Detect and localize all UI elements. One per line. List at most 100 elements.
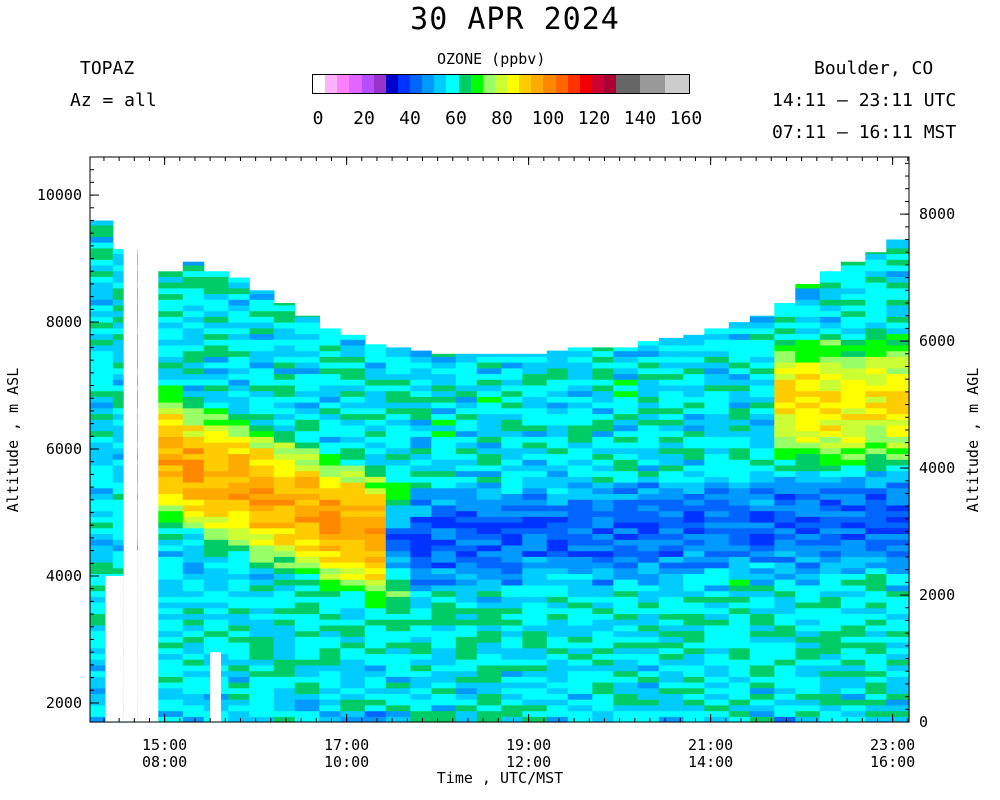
heatmap-cell bbox=[385, 356, 411, 363]
heatmap-cell bbox=[90, 516, 114, 523]
heatmap-cell bbox=[273, 476, 296, 483]
heatmap-cell bbox=[319, 670, 341, 677]
heatmap-cell bbox=[592, 362, 614, 369]
heatmap-cell bbox=[340, 676, 366, 683]
heatmap-cell bbox=[385, 487, 411, 494]
heatmap-cell bbox=[774, 630, 796, 637]
heatmap-cell bbox=[410, 362, 432, 369]
heatmap-cell bbox=[431, 436, 457, 443]
heatmap-cell bbox=[294, 436, 320, 443]
x-tick-label-mst: 16:00 bbox=[870, 753, 915, 771]
colorbar-title: OZONE (ppbv) bbox=[437, 50, 546, 68]
heatmap-cell bbox=[319, 487, 341, 494]
heatmap-cell bbox=[749, 693, 775, 700]
heatmap-cell bbox=[522, 636, 548, 643]
heatmap-cell bbox=[774, 579, 796, 586]
heatmap-cell bbox=[249, 384, 275, 392]
heatmap-cell bbox=[795, 442, 821, 449]
heatmap-cell bbox=[385, 562, 411, 569]
heatmap-cell bbox=[273, 482, 296, 489]
heatmap-cell bbox=[567, 716, 593, 723]
heatmap-cell bbox=[840, 619, 866, 626]
heatmap-cell bbox=[501, 653, 523, 660]
colorbar-tick-label: 80 bbox=[491, 108, 513, 129]
heatmap-cell bbox=[774, 704, 796, 712]
heatmap-cell bbox=[704, 436, 730, 443]
heatmap-cell bbox=[865, 544, 887, 552]
heatmap-cell bbox=[886, 522, 910, 529]
heatmap-cell bbox=[476, 476, 502, 483]
heatmap-cell bbox=[704, 407, 730, 415]
heatmap-cell bbox=[501, 624, 523, 632]
heatmap-cell bbox=[795, 562, 821, 569]
heatmap-cell bbox=[90, 384, 114, 392]
heatmap-cell bbox=[795, 339, 821, 346]
heatmap-cell bbox=[158, 350, 184, 357]
heatmap-cell bbox=[749, 682, 775, 689]
heatmap-cell bbox=[728, 579, 751, 586]
heatmap-cell bbox=[683, 556, 705, 563]
heatmap-cell bbox=[795, 436, 821, 443]
heatmap-cell bbox=[658, 607, 684, 614]
heatmap-cell bbox=[774, 350, 796, 357]
heatmap-cell bbox=[704, 550, 730, 557]
heatmap-cell bbox=[658, 384, 684, 392]
heatmap-cell bbox=[886, 316, 910, 323]
heatmap-cell bbox=[522, 550, 548, 557]
heatmap-cell bbox=[637, 493, 660, 500]
heatmap-cell bbox=[658, 510, 684, 517]
heatmap-cell bbox=[728, 664, 751, 672]
heatmap-cell bbox=[592, 504, 614, 512]
heatmap-cell bbox=[158, 596, 184, 603]
heatmap-cell bbox=[385, 573, 411, 580]
heatmap-cell bbox=[340, 647, 366, 654]
heatmap-cell bbox=[592, 390, 614, 397]
heatmap-cell bbox=[819, 710, 842, 717]
heatmap-cell bbox=[522, 390, 548, 397]
heatmap-cell bbox=[522, 544, 548, 552]
heatmap-cell bbox=[273, 556, 296, 563]
heatmap-cell bbox=[567, 367, 593, 375]
heatmap-cell bbox=[455, 390, 478, 397]
heatmap-cell bbox=[865, 653, 887, 660]
heatmap-cell bbox=[546, 590, 569, 597]
heatmap-cell bbox=[704, 607, 730, 614]
heatmap-cell bbox=[182, 264, 205, 272]
heatmap-cell bbox=[294, 464, 320, 472]
heatmap-cell bbox=[431, 362, 457, 369]
heatmap-cell bbox=[90, 350, 114, 357]
heatmap-cell bbox=[567, 527, 593, 534]
heatmap-cell bbox=[294, 693, 320, 700]
heatmap-cell bbox=[364, 647, 387, 654]
colorbar-tick-label: 20 bbox=[353, 108, 375, 129]
y-right-tick-label: 8000 bbox=[919, 205, 955, 223]
plot-border bbox=[89, 156, 910, 723]
heatmap-cell bbox=[90, 687, 114, 694]
heatmap-cell bbox=[613, 510, 639, 517]
heatmap-cell bbox=[658, 693, 684, 700]
heatmap-cell bbox=[592, 510, 614, 517]
heatmap-cell bbox=[249, 436, 275, 443]
heatmap-cell bbox=[865, 636, 887, 643]
heatmap-cell bbox=[613, 499, 639, 506]
heatmap-cell bbox=[249, 499, 275, 506]
heatmap-cell bbox=[501, 487, 523, 494]
heatmap-cell bbox=[319, 419, 341, 426]
heatmap-cell bbox=[683, 562, 705, 569]
heatmap-cell bbox=[865, 493, 887, 500]
heatmap-cell bbox=[658, 619, 684, 626]
heatmap-cell bbox=[774, 379, 796, 386]
heatmap-cell bbox=[522, 442, 548, 449]
heatmap-cell bbox=[704, 642, 730, 649]
heatmap-cell bbox=[865, 316, 887, 323]
heatmap-cell bbox=[203, 470, 229, 477]
heatmap-cell bbox=[158, 670, 184, 677]
heatmap-cell bbox=[795, 647, 821, 654]
heatmap-cell bbox=[203, 630, 229, 637]
heatmap-cell bbox=[774, 573, 796, 580]
heatmap-cell bbox=[728, 573, 751, 580]
heatmap-cell bbox=[819, 539, 842, 546]
heatmap-cell bbox=[613, 550, 639, 557]
heatmap-cell bbox=[522, 676, 548, 683]
